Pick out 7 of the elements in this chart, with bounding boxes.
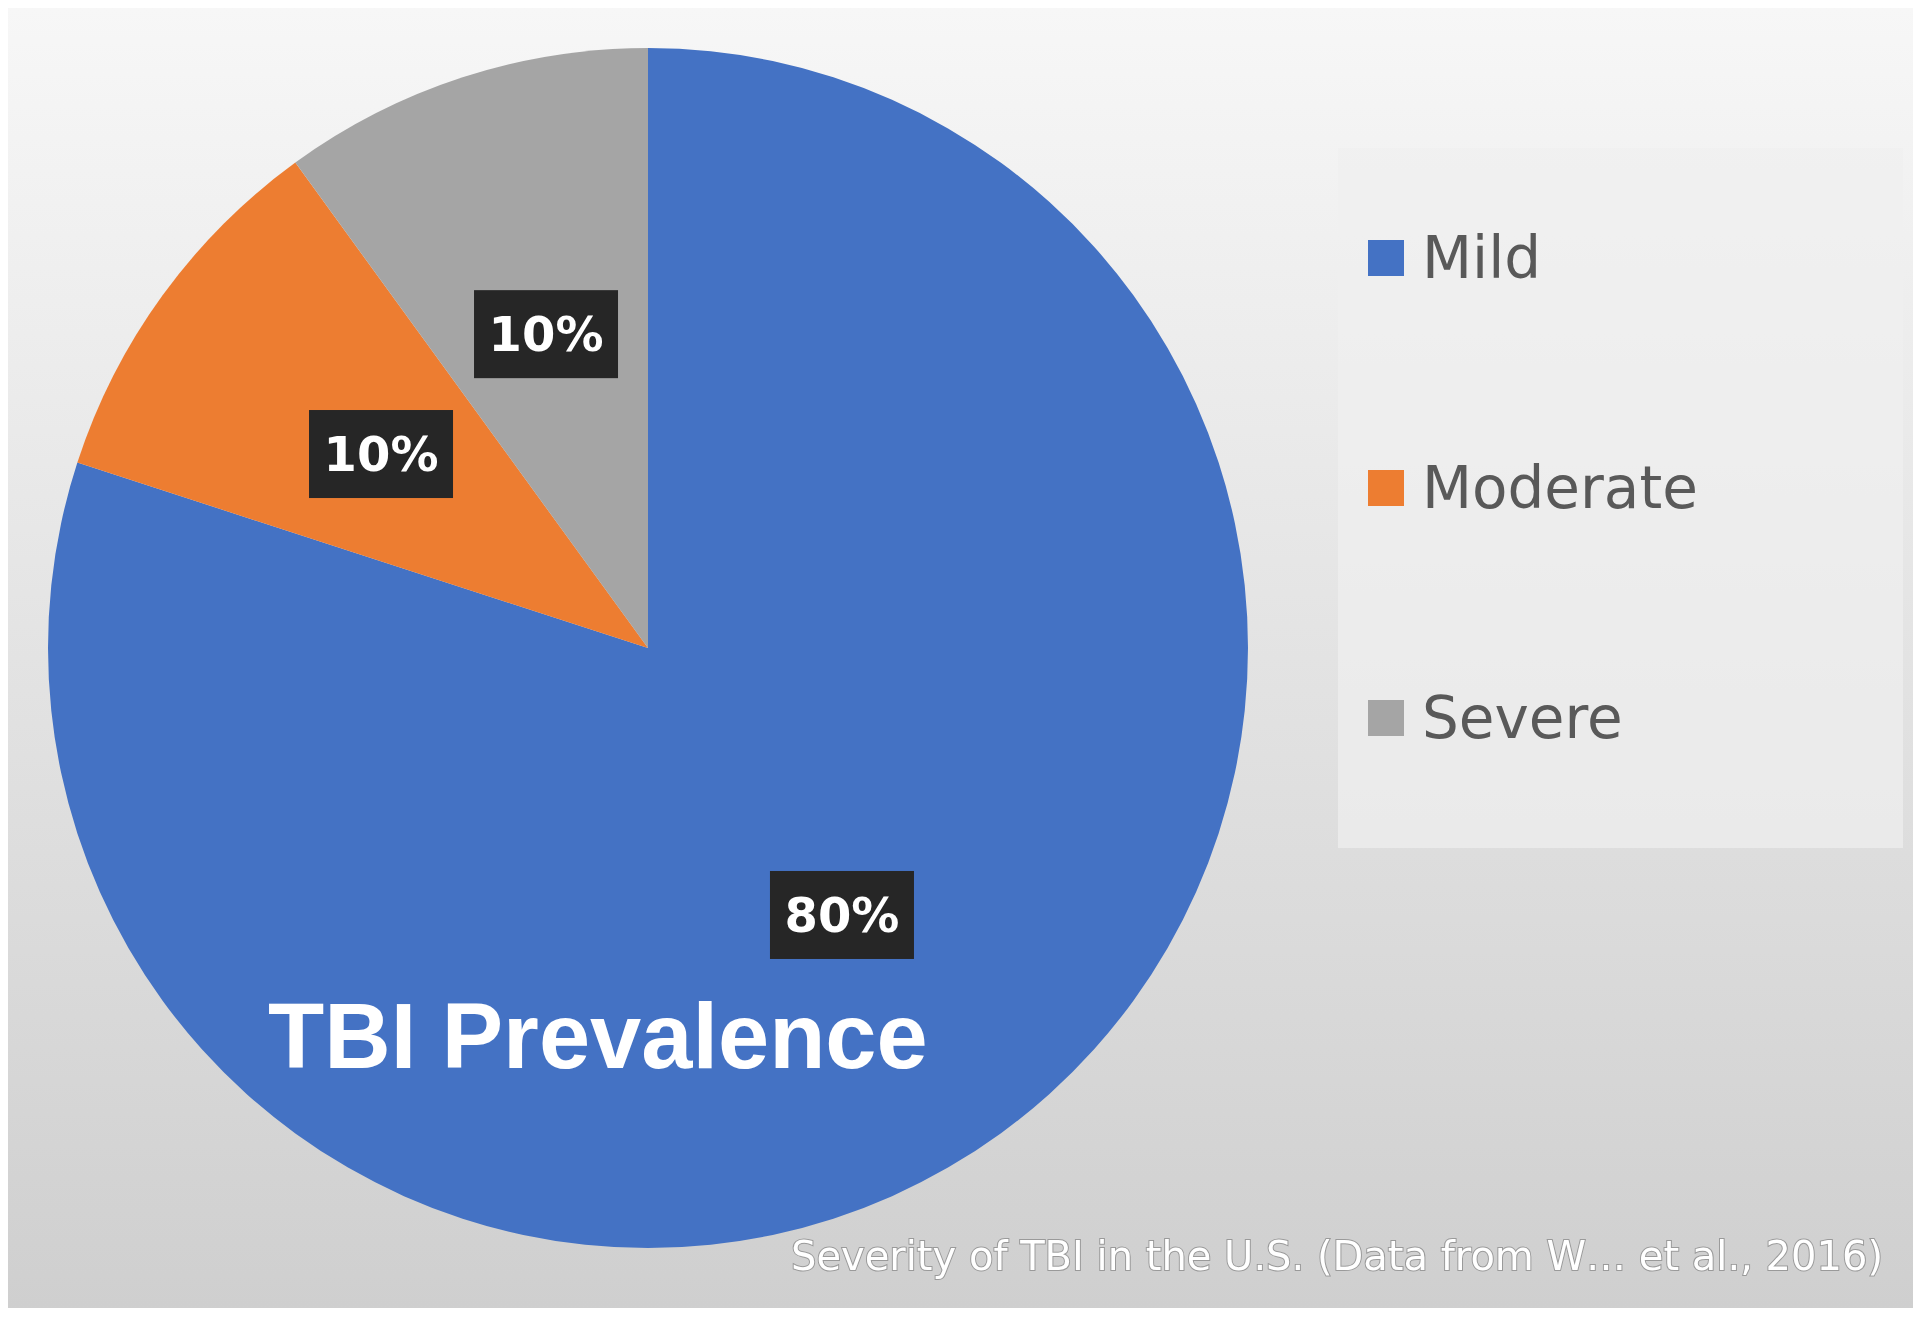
legend-label: Mild (1422, 224, 1542, 292)
data-label: 10% (488, 306, 604, 363)
legend-label: Moderate (1422, 454, 1698, 522)
data-label: 80% (784, 886, 900, 943)
data-label: 10% (323, 426, 439, 483)
text: TBI Prevalence (268, 985, 928, 1087)
legend-label: Severe (1422, 684, 1623, 752)
